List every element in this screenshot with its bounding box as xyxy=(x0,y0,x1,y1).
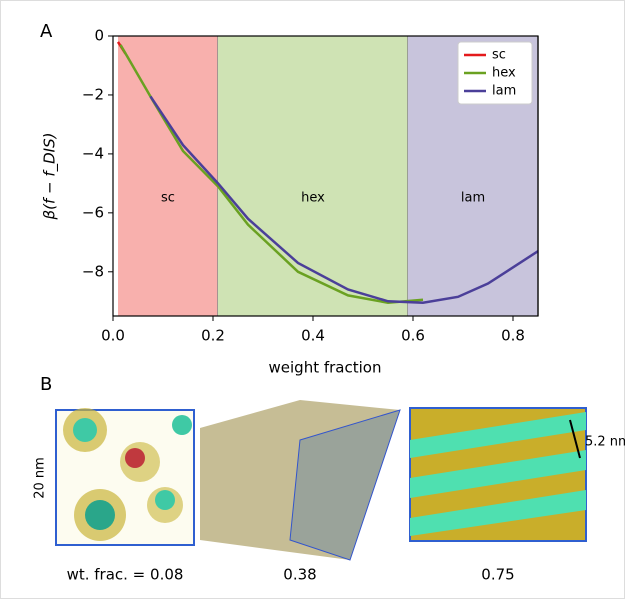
line xyxy=(119,44,424,304)
y-tick-label: 0 xyxy=(94,27,104,45)
region-label: hex xyxy=(301,191,325,206)
caption: wt. frac. = 0.08 xyxy=(67,566,184,584)
x-tick-label: 0.8 xyxy=(501,327,525,345)
x-axis-label: weight fraction xyxy=(269,359,382,377)
panel-label: A xyxy=(40,21,53,42)
legend-label: sc xyxy=(492,48,506,63)
region-label: sc xyxy=(161,191,175,206)
x-tick-label: 0.4 xyxy=(301,327,325,345)
y-tick-label: −8 xyxy=(82,262,104,280)
line xyxy=(149,95,539,304)
snapshot-face xyxy=(289,409,401,561)
x-tick-label: 0.2 xyxy=(201,327,225,345)
scale-bar-label: 20 nm xyxy=(33,457,48,499)
y-axis-label: β(f − f_DIS) xyxy=(41,133,60,221)
y-tick-label: −2 xyxy=(82,85,104,103)
caption: 0.38 xyxy=(283,566,316,584)
region xyxy=(218,36,408,316)
micelles xyxy=(63,408,192,541)
legend-box xyxy=(457,41,533,105)
x-tick-label: 0.6 xyxy=(401,327,425,345)
legend-label: hex xyxy=(492,66,516,81)
plot-border xyxy=(112,35,539,317)
lamellae xyxy=(410,412,586,536)
y-tick-label: −4 xyxy=(82,144,104,162)
legend-label: lam xyxy=(492,84,516,99)
spacing-label: 5.2 nm xyxy=(585,435,625,450)
y-tick-label: −6 xyxy=(82,203,104,221)
region xyxy=(118,36,218,316)
spacing-arrow xyxy=(569,419,581,459)
caption: 0.75 xyxy=(481,566,514,584)
region-label: lam xyxy=(461,191,485,206)
x-tick-label: 0.0 xyxy=(101,327,125,345)
plot: sc hex lam 0.0 0.2 0.4 0.6 0.8 0 −2 −4 −6 −8 sc hex lam xyxy=(82,27,539,345)
panel-label: B xyxy=(40,374,52,395)
